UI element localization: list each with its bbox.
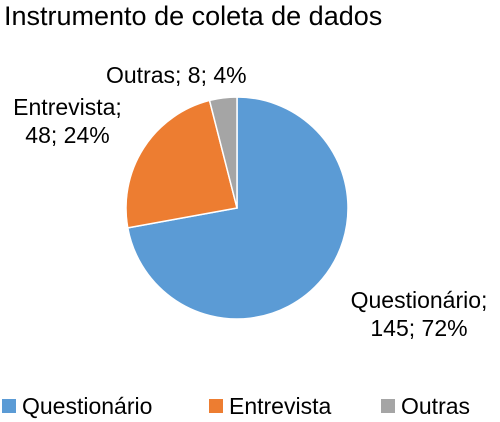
slice-questionario bbox=[126, 96, 349, 320]
legend-swatch-outras bbox=[381, 399, 395, 413]
legend-item-outras: Outras bbox=[381, 392, 470, 420]
slice-label-entrevista: Entrevista; 48; 24% bbox=[13, 94, 122, 148]
legend-label-entrevista: Entrevista bbox=[229, 393, 332, 419]
legend: Questionário Entrevista Outras bbox=[0, 392, 500, 422]
chart-title: Instrumento de coleta de dados bbox=[4, 1, 383, 31]
legend-label-outras: Outras bbox=[401, 393, 471, 419]
slice-label-questionario: Questionário; 145; 72% bbox=[350, 287, 488, 341]
slice-outras bbox=[208, 96, 238, 209]
slice-label-outras: Outras; 8; 4% bbox=[106, 62, 247, 88]
legend-label-questionario: Questionário bbox=[22, 393, 153, 419]
legend-swatch-questionario bbox=[2, 399, 16, 413]
slice-entrevista bbox=[125, 99, 238, 229]
legend-item-entrevista: Entrevista bbox=[209, 392, 331, 420]
legend-item-questionario: Questionário bbox=[2, 392, 152, 420]
legend-swatch-entrevista bbox=[209, 399, 223, 413]
